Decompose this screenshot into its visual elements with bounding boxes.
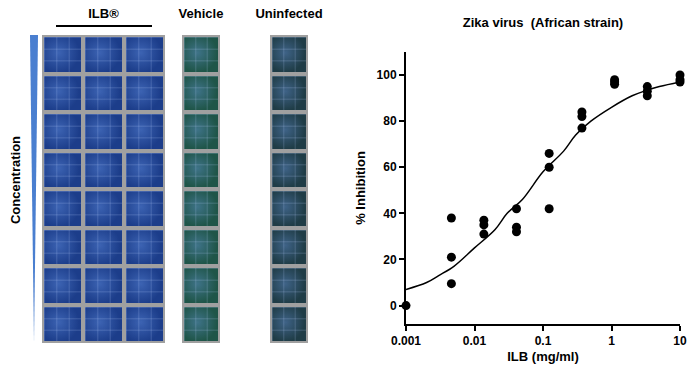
svg-text:0: 0 [390, 299, 397, 313]
html-text:Uninfected: Uninfected [255, 6, 323, 21]
svg-text:10: 10 [673, 334, 687, 348]
svg-text:% Inhibition: % Inhibition [353, 151, 368, 225]
svg-text:60: 60 [383, 160, 397, 174]
html-text:ILB®: ILB® [88, 6, 119, 21]
svg-text:0.01: 0.01 [463, 334, 487, 348]
svg-text:80: 80 [383, 114, 397, 128]
html-text:Concentration: Concentration [7, 135, 23, 225]
svg-text:ILB (mg/ml): ILB (mg/ml) [507, 349, 579, 364]
svg-text:Zika virus (African strain): Zika virus (African strain) [463, 15, 623, 30]
html-text:Vehicle: Vehicle [178, 6, 224, 21]
svg-text:1: 1 [608, 334, 615, 348]
svg-text:100: 100 [377, 68, 397, 82]
svg-text:0.1: 0.1 [535, 334, 552, 348]
svg-text:0.001: 0.001 [391, 334, 421, 348]
svg-text:20: 20 [383, 253, 397, 267]
svg-text:40: 40 [383, 207, 397, 221]
